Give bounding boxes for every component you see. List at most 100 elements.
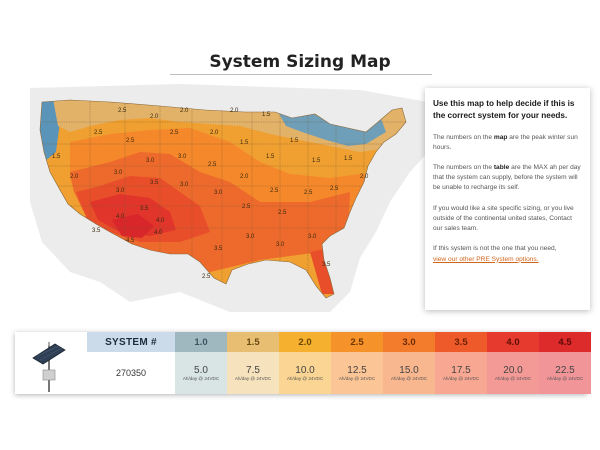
map-label: 2.5 <box>94 130 103 136</box>
map-label: 2.0 <box>230 108 239 114</box>
sun-hours-header: 4.0 <box>487 332 539 352</box>
ah-value: 15.0 <box>399 364 419 376</box>
map-label: 2.0 <box>150 114 159 120</box>
system-label: SYSTEM # <box>87 332 175 352</box>
panel-table-note: The numbers on the table are the MAX ah … <box>433 164 581 192</box>
ah-cell: 7.5 Ah/day @ 24VDC <box>227 352 279 394</box>
ah-unit: Ah/day @ 24VDC <box>442 375 480 381</box>
ah-cell: 15.0 Ah/day @ 24VDC <box>383 352 435 394</box>
map-label: 3.5 <box>140 206 149 212</box>
ah-value: 7.5 <box>246 364 260 376</box>
map-label: 2.0 <box>360 174 369 180</box>
map-label: 2.5 <box>208 162 217 168</box>
ah-cell: 12.5 Ah/day @ 24VDC <box>331 352 383 394</box>
zone-4-0 <box>90 194 176 236</box>
ah-cell: 10.0 Ah/day @ 24VDC <box>279 352 331 394</box>
ah-cell: 5.0 Ah/day @ 24VDC <box>175 352 227 394</box>
map-label: 2.5 <box>126 138 135 144</box>
map-keyword: map <box>493 133 508 141</box>
sizing-column: 4.0 20.0 Ah/day @ 24VDC <box>487 332 539 394</box>
system-number: 270350 <box>87 352 175 394</box>
solar-pole-image <box>15 332 87 394</box>
table-keyword: table <box>493 164 510 172</box>
sizing-table: SYSTEM # 270350 1.0 5.0 Ah/day @ 24VDC 1.5 7… <box>15 332 591 394</box>
sizing-column: 2.0 10.0 Ah/day @ 24VDC <box>279 332 331 394</box>
map-label: 1.5 <box>240 140 249 146</box>
map-label: 2.5 <box>242 204 251 210</box>
map-label: 3.0 <box>214 190 223 196</box>
ah-unit: Ah/day @ 24VDC <box>182 375 220 381</box>
ah-value: 12.5 <box>347 364 367 376</box>
map-label: 2.5 <box>270 188 279 194</box>
sizing-column: 3.5 17.5 Ah/day @ 24VDC <box>435 332 487 394</box>
other-systems-link[interactable]: view our other PRE System options. <box>433 255 539 263</box>
map-label: 3.0 <box>178 154 187 160</box>
map-label: 3.0 <box>146 158 155 164</box>
map-label: 1.5 <box>262 112 271 118</box>
sun-hours-header: 1.5 <box>227 332 279 352</box>
ah-value: 5.0 <box>194 364 208 376</box>
map-label: 1.5 <box>290 138 299 144</box>
sun-hours-map: 2.5 2.0 2.0 2.0 1.5 1.5 1.5 2.5 2.5 2.5 … <box>30 82 430 312</box>
sun-hours-header: 3.5 <box>435 332 487 352</box>
ah-cell: 20.0 Ah/day @ 24VDC <box>487 352 539 394</box>
ah-value: 22.5 <box>555 364 575 376</box>
map-label: 1.5 <box>266 154 275 160</box>
map-label: 2.5 <box>118 108 127 114</box>
panel-options-note: If this system is not the one that you n… <box>433 245 557 263</box>
sizing-column: 2.5 12.5 Ah/day @ 24VDC <box>331 332 383 394</box>
page-title: System Sizing Map <box>209 52 391 72</box>
ah-unit: Ah/day @ 24VDC <box>546 375 584 381</box>
map-label: 1.5 <box>312 158 321 164</box>
map-label: 1.5 <box>52 154 61 160</box>
map-label: 2.5 <box>170 130 179 136</box>
sun-hours-header: 2.0 <box>279 332 331 352</box>
map-label: 3.5 <box>322 262 331 268</box>
map-label: 3.0 <box>180 182 189 188</box>
map-label: 3.0 <box>308 234 317 240</box>
zone-1-0-lakes <box>278 108 386 146</box>
map-label: 3.0 <box>116 188 125 194</box>
map-label: 4.0 <box>116 214 125 220</box>
map-label: 2.5 <box>202 274 211 280</box>
map-label: 3.0 <box>246 234 255 240</box>
map-label: 2.0 <box>180 108 189 114</box>
map-label: 3.0 <box>114 170 123 176</box>
map-label: 2.5 <box>304 190 313 196</box>
map-label: 4.0 <box>154 230 163 236</box>
sizing-column: 4.5 22.5 Ah/day @ 24VDC <box>539 332 591 394</box>
map-label: 3.5 <box>214 246 223 252</box>
sun-hours-header: 4.5 <box>539 332 591 352</box>
map-label: 3.5 <box>150 180 159 186</box>
map-label: 2.5 <box>330 186 339 192</box>
ah-cell: 17.5 Ah/day @ 24VDC <box>435 352 487 394</box>
map-label: 4.5 <box>126 238 135 244</box>
info-panel: Use this map to help decide if this is t… <box>425 88 590 310</box>
panel-contact-note: If you would like a site specific sizing… <box>433 204 574 233</box>
ah-unit: Ah/day @ 24VDC <box>286 375 324 381</box>
sun-hours-header: 2.5 <box>331 332 383 352</box>
ah-unit: Ah/day @ 24VDC <box>494 375 532 381</box>
map-label: 2.0 <box>240 174 249 180</box>
ah-value: 17.5 <box>451 364 471 376</box>
map-label: 1.5 <box>344 156 353 162</box>
map-label: 2.0 <box>70 174 79 180</box>
title-divider <box>170 74 432 75</box>
zone-2-0-coast <box>50 160 86 220</box>
ah-unit: Ah/day @ 24VDC <box>234 375 272 381</box>
sizing-column: 3.0 15.0 Ah/day @ 24VDC <box>383 332 435 394</box>
panel-lead: Use this map to help decide if this is t… <box>433 99 575 121</box>
panel-map-note: The numbers on the map are the peak wint… <box>433 133 578 151</box>
map-label: 3.0 <box>276 242 285 248</box>
ah-value: 20.0 <box>503 364 523 376</box>
sun-hours-header: 3.0 <box>383 332 435 352</box>
sizing-column: 1.5 7.5 Ah/day @ 24VDC <box>227 332 279 394</box>
map-label: 2.0 <box>210 130 219 136</box>
map-label: 4.0 <box>156 218 165 224</box>
ah-value: 10.0 <box>295 364 315 376</box>
ah-unit: Ah/day @ 24VDC <box>390 375 428 381</box>
sun-hours-header: 1.0 <box>175 332 227 352</box>
map-label: 2.5 <box>278 210 287 216</box>
ah-cell: 22.5 Ah/day @ 24VDC <box>539 352 591 394</box>
sizing-column: 1.0 5.0 Ah/day @ 24VDC <box>175 332 227 394</box>
